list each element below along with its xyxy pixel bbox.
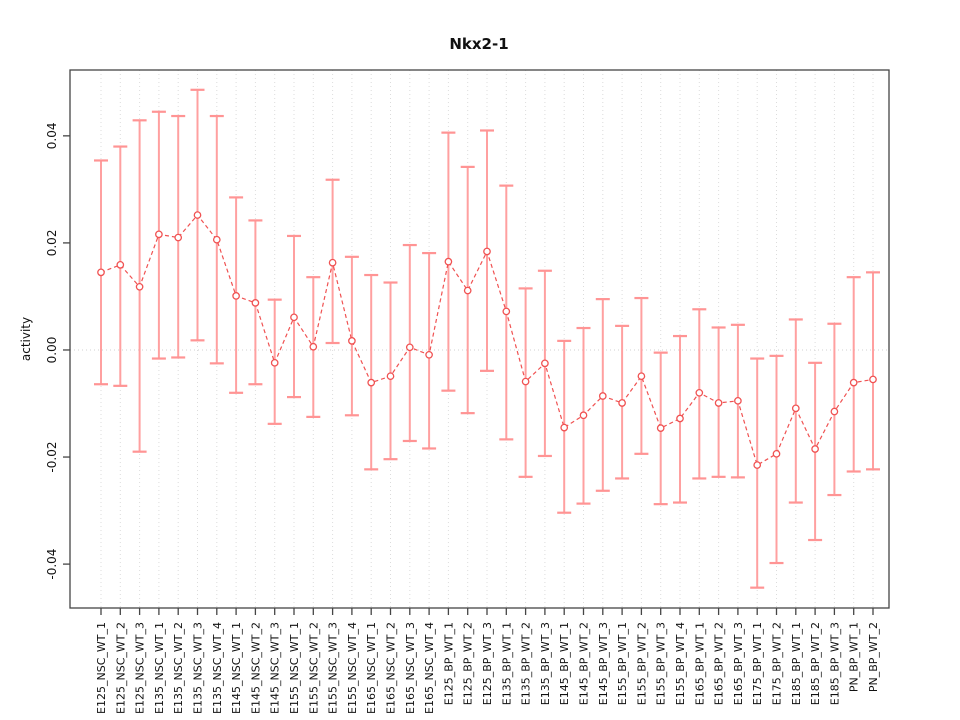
y-tick-label: -0.04 [45,549,59,580]
data-point [348,337,356,345]
y-tick-label: -0.02 [45,442,59,473]
y-tick-label: 0.02 [45,230,59,257]
data-point [174,233,183,242]
x-tick-label: E145_NSC_WT_2 [249,622,262,714]
x-tick-label: E145_NSC_WT_1 [230,622,243,714]
x-tick-label: E175_BP_WT_1 [751,622,764,705]
x-tick-label: E165_NSC_WT_3 [404,622,417,714]
error-bars [94,88,880,589]
data-point [791,404,800,413]
x-tick-label: PN_BP_WT_2 [867,622,880,692]
x-tick-label: E125_BP_WT_2 [462,622,475,705]
data-point [830,407,839,416]
x-tick-label: PN_BP_WT_1 [848,622,861,692]
data-point [811,445,819,453]
x-tick-label: E125_NSC_WT_3 [134,622,147,714]
data-point [695,388,704,397]
data-point [656,424,665,432]
x-tick-label: E155_BP_WT_4 [674,622,687,705]
data-point [425,350,433,359]
data-point [676,414,684,423]
data-point [328,258,337,267]
data-point [772,449,781,458]
x-tick-label: E165_NSC_WT_4 [423,622,436,714]
data-point [849,378,858,387]
x-tick-label: E165_BP_WT_3 [732,622,745,705]
data-point [116,261,125,269]
data-point [232,292,240,300]
data-point [367,378,376,387]
x-tick-label: E145_BP_WT_3 [597,622,610,705]
data-point [463,286,472,295]
data-point [714,399,723,407]
data-point [290,313,298,322]
x-tick-label: E125_NSC_WT_2 [114,622,127,714]
x-tick-label: E135_BP_WT_2 [520,622,533,705]
x-tick-label: E135_NSC_WT_4 [211,622,224,714]
data-point [155,230,163,239]
x-tick-label: E165_NSC_WT_2 [385,622,398,714]
data-point [97,268,105,277]
data-point [212,235,221,244]
chart-title: Nkx2-1 [449,35,508,53]
x-tick-label: E165_BP_WT_2 [713,622,726,705]
x-tick-label: E185_BP_WT_1 [790,622,803,705]
x-tick-label: E135_NSC_WT_3 [192,622,205,714]
y-axis: -0.04 -0.02 0.00 0.02 0.04 [45,122,70,580]
data-point [193,211,202,219]
plot-box [69,69,890,609]
x-tick-label: E155_NSC_WT_2 [307,622,320,714]
data-point [541,359,549,368]
data-point [734,396,742,405]
data-point [521,377,530,386]
data-point [618,399,626,407]
x-tick-label: E125_BP_WT_1 [442,622,455,705]
x-axis: E125_NSC_WT_1 E125_NSC_WT_2 E125_NSC_WT_3 E… [95,608,880,714]
data-point [869,375,877,384]
data-point [270,358,279,367]
x-tick-label: E125_NSC_WT_1 [95,622,108,714]
data-point [579,411,588,420]
x-tick-label: E135_BP_WT_3 [539,622,552,705]
data-point [251,299,260,307]
x-tick-label: E145_NSC_WT_3 [269,622,282,714]
data-point [309,342,318,351]
data-point [637,372,646,381]
x-tick-label: E135_BP_WT_1 [500,622,513,705]
x-tick-label: E175_BP_WT_2 [771,622,784,705]
x-tick-label: E125_BP_WT_3 [481,622,494,705]
x-tick-label: E155_NSC_WT_4 [346,622,359,714]
y-tick-label: 0.04 [45,122,59,149]
data-point [386,372,395,381]
data-point [405,343,414,352]
x-tick-label: E185_BP_WT_2 [809,622,822,705]
x-tick-label: E155_BP_WT_3 [655,622,668,705]
data-points [97,211,877,469]
data-point [483,247,491,256]
y-tick-label: 0.00 [45,337,59,364]
x-tick-label: E165_NSC_WT_1 [365,622,378,714]
x-tick-label: E165_BP_WT_1 [693,622,706,705]
x-tick-label: E135_NSC_WT_1 [153,622,166,714]
x-tick-label: E155_BP_WT_2 [635,622,648,705]
x-tick-label: E185_BP_WT_3 [828,622,841,705]
data-point [598,392,607,400]
x-tick-label: E135_NSC_WT_2 [172,622,185,714]
data-point [560,423,569,432]
x-tick-label: E155_NSC_WT_1 [288,622,301,714]
data-point [135,282,144,291]
data-point [502,307,511,316]
x-tick-label: E155_NSC_WT_3 [327,622,340,714]
x-tick-label: E145_BP_WT_1 [558,622,571,705]
x-tick-label: E145_BP_WT_2 [578,622,591,705]
plot-border [69,69,890,609]
x-tick-label: E155_BP_WT_1 [616,622,629,705]
data-point [753,461,762,469]
data-point [444,257,453,266]
y-axis-label: activity [19,317,33,361]
